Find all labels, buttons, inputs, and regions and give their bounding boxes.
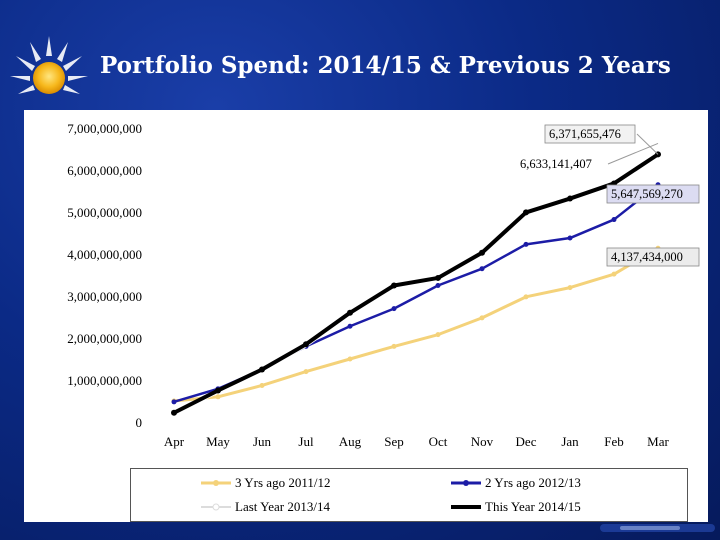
data-point xyxy=(567,195,573,202)
x-tick-label: Oct xyxy=(429,434,448,449)
data-point xyxy=(347,309,353,316)
y-tick-label: 3,000,000,000 xyxy=(67,289,142,304)
legend-swatch-3yrs xyxy=(201,477,231,489)
x-tick-label: Jun xyxy=(253,434,272,449)
data-point xyxy=(611,217,617,223)
data-point xyxy=(479,315,485,321)
legend-item: 3 Yrs ago 2011/12 xyxy=(201,473,330,493)
x-tick-label: Aug xyxy=(339,434,362,449)
data-point xyxy=(435,274,441,281)
data-point xyxy=(347,356,353,362)
data-point xyxy=(259,382,265,388)
sun-logo-icon xyxy=(10,36,88,94)
data-point xyxy=(523,294,529,300)
y-tick-label: 4,000,000,000 xyxy=(67,247,142,262)
data-point xyxy=(567,235,573,241)
series-line xyxy=(173,142,659,415)
data-point xyxy=(479,266,485,272)
data-point xyxy=(391,306,397,312)
chart-legend: 3 Yrs ago 2011/12 2 Yrs ago 2012/13 Last… xyxy=(130,468,688,522)
annotation-leader xyxy=(607,142,659,165)
data-point xyxy=(259,366,265,373)
data-point xyxy=(215,387,221,394)
data-point xyxy=(611,271,617,277)
y-tick-label: 1,000,000,000 xyxy=(67,373,142,388)
x-tick-label: Apr xyxy=(164,434,185,449)
legend-label: 2 Yrs ago 2012/13 xyxy=(485,475,581,490)
legend-item: Last Year 2013/14 xyxy=(201,497,330,517)
annotation-box xyxy=(544,124,636,144)
data-point xyxy=(435,283,441,288)
series-line xyxy=(173,152,660,415)
x-tick-label: Sep xyxy=(384,434,404,449)
data-point xyxy=(435,332,441,338)
y-tick-label: 7,000,000,000 xyxy=(67,121,142,136)
data-point xyxy=(391,343,397,349)
data-point xyxy=(523,241,529,247)
legend-swatch-2yrs xyxy=(451,477,481,489)
series-line xyxy=(173,246,659,403)
annotation-box xyxy=(606,184,700,204)
data-label: 4,137,434,000 xyxy=(611,250,683,264)
y-tick-label: 5,000,000,000 xyxy=(67,205,142,220)
legend-label: Last Year 2013/14 xyxy=(235,499,330,514)
data-point xyxy=(171,399,177,405)
data-point xyxy=(347,323,353,329)
line-chart: 0 1,000,000,000 2,000,000,000 3,000,000,000… xyxy=(67,121,700,449)
data-point xyxy=(523,209,529,216)
data-point xyxy=(391,282,397,289)
x-tick-label: Nov xyxy=(471,434,494,449)
footer-decoration xyxy=(600,524,715,532)
y-tick-label: 2,000,000,000 xyxy=(67,331,142,346)
data-point xyxy=(303,369,309,375)
data-label: 6,633,141,407 xyxy=(520,157,592,171)
legend-item: This Year 2014/15 xyxy=(451,497,581,517)
data-label: 6,371,655,476 xyxy=(549,127,621,141)
x-tick-label: May xyxy=(206,434,230,449)
y-tick-label: 6,000,000,000 xyxy=(67,163,142,178)
chart-panel: 0 1,000,000,000 2,000,000,000 3,000,000,000… xyxy=(24,110,708,522)
legend-label: This Year 2014/15 xyxy=(485,499,581,514)
legend-item: 2 Yrs ago 2012/13 xyxy=(451,473,581,493)
x-tick-label: Mar xyxy=(647,434,669,449)
slide-title: Portfolio Spend: 2014/15 & Previous 2 Ye… xyxy=(100,52,671,79)
y-tick-label: 0 xyxy=(136,415,143,430)
x-tick-label: Feb xyxy=(604,434,624,449)
x-tick-label: Dec xyxy=(516,434,537,449)
annotation-leader xyxy=(636,133,659,155)
data-point xyxy=(171,409,177,416)
x-tick-label: Jan xyxy=(561,434,579,449)
data-point xyxy=(567,285,573,291)
data-point xyxy=(303,341,309,348)
legend-label: 3 Yrs ago 2011/12 xyxy=(235,475,331,490)
data-label: 5,647,569,270 xyxy=(611,187,683,201)
data-point xyxy=(215,394,221,400)
legend-swatch-this-year xyxy=(451,501,481,513)
annotation-box xyxy=(606,247,700,267)
x-tick-label: Jul xyxy=(298,434,314,449)
legend-swatch-last-year xyxy=(201,501,231,513)
data-point xyxy=(479,249,485,256)
series-line xyxy=(173,183,659,404)
